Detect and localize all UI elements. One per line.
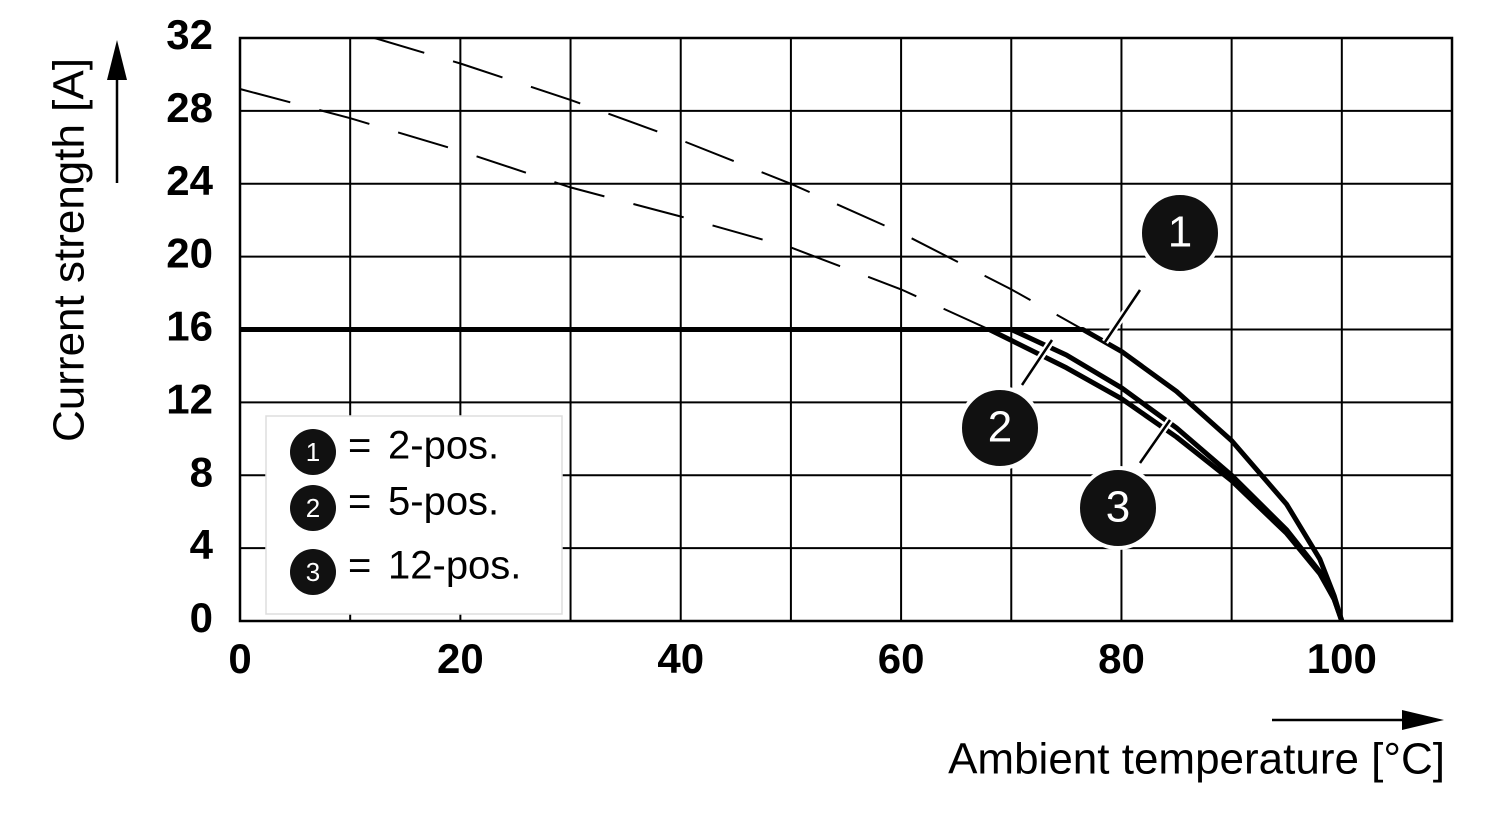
callout-circle [1138,191,1222,275]
callout-leader [1020,339,1054,386]
legend-separator: = [348,544,371,588]
legend-marker [290,485,336,531]
y-axis-arrowhead [107,40,127,80]
y-tick-label: 32 [166,11,213,58]
extrapolation-line [374,37,1084,331]
legend-label: 12-pos. [388,544,521,588]
x-tick-label: 40 [657,635,704,682]
x-tick-label: 80 [1098,635,1145,682]
callout-number: 1 [1168,208,1192,257]
y-axis-label: Current strength [A] [45,58,94,442]
legend-label: 5-pos. [388,480,499,524]
y-tick-label: 12 [166,375,213,422]
series-line [240,327,1345,622]
x-axis-arrowhead [1402,710,1444,730]
legend-number: 1 [306,437,320,467]
x-tick-label: 0 [228,635,251,682]
y-tick-label: 20 [166,230,213,277]
callout-circle [1076,466,1160,550]
legend-marker [290,549,336,595]
legend-label: 2-pos. [388,424,499,468]
y-tick-label: 4 [190,521,214,568]
y-tick-label: 8 [190,448,213,495]
callout-circle [958,386,1042,470]
callout-number: 2 [988,403,1012,452]
legend-number: 2 [306,493,320,523]
callout-number: 3 [1106,483,1130,532]
x-tick-label: 100 [1307,635,1377,682]
series-line [240,327,1345,622]
callout-leader [1138,419,1172,464]
x-tick-label: 20 [437,635,484,682]
curves [239,37,1345,622]
legend-marker [290,429,336,475]
y-tick-label: 0 [190,594,213,641]
legend-separator: = [348,424,371,468]
extrapolation-line [239,88,990,331]
legend-number: 3 [306,557,320,587]
x-tick-label: 60 [878,635,925,682]
x-axis-label: Ambient temperature [°C] [948,735,1445,784]
y-tick-label: 16 [166,303,213,350]
y-tick-label: 24 [166,157,213,204]
y-tick-label: 28 [166,84,213,131]
callout-leader [1103,289,1142,343]
legend-separator: = [348,480,371,524]
legend: 1 = 2-pos. 2 = 5-pos. 3 = 12-pos. [290,424,521,595]
